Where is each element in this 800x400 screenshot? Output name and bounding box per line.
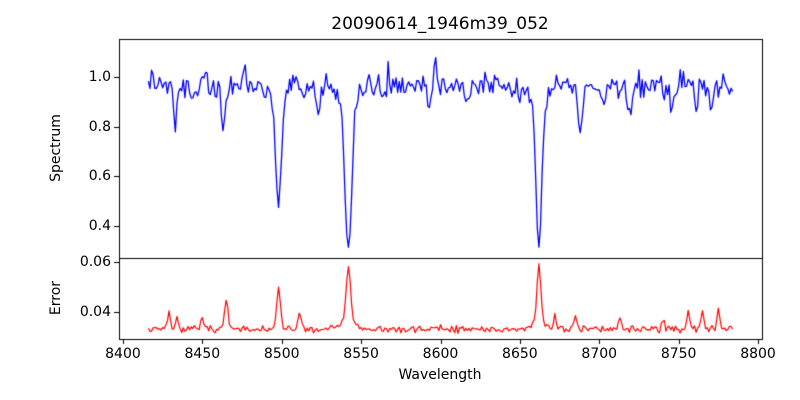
spectrum-y-tick-label: 1.0 (88, 69, 111, 86)
spectrum-y-tick-label: 0.8 (88, 118, 111, 135)
error-y-tick-label: 0.06 (79, 253, 111, 270)
x-tick-label: 8750 (660, 346, 697, 362)
spectrum-y-tick-label: 0.6 (88, 168, 111, 185)
error-y-tick-label: 0.04 (79, 303, 111, 320)
x-axis-label: Wavelength (398, 367, 482, 383)
x-tick-label: 8650 (502, 346, 538, 362)
chart-title: 20090614_1946m39_052 (331, 14, 549, 34)
x-tick-label: 8450 (184, 346, 221, 362)
x-tick-label: 8400 (105, 346, 141, 362)
x-tick-label: 8550 (343, 346, 379, 362)
spectrum-y-axis-label: Spectrum (48, 114, 64, 182)
spectrum-y-tick-label: 0.4 (88, 217, 111, 234)
x-tick-label: 8800 (740, 346, 776, 362)
x-tick-label: 8500 (263, 346, 300, 362)
x-tick-label: 8700 (581, 346, 618, 362)
x-tick-label: 8600 (422, 346, 459, 362)
error-y-axis-label: Error (48, 280, 64, 316)
